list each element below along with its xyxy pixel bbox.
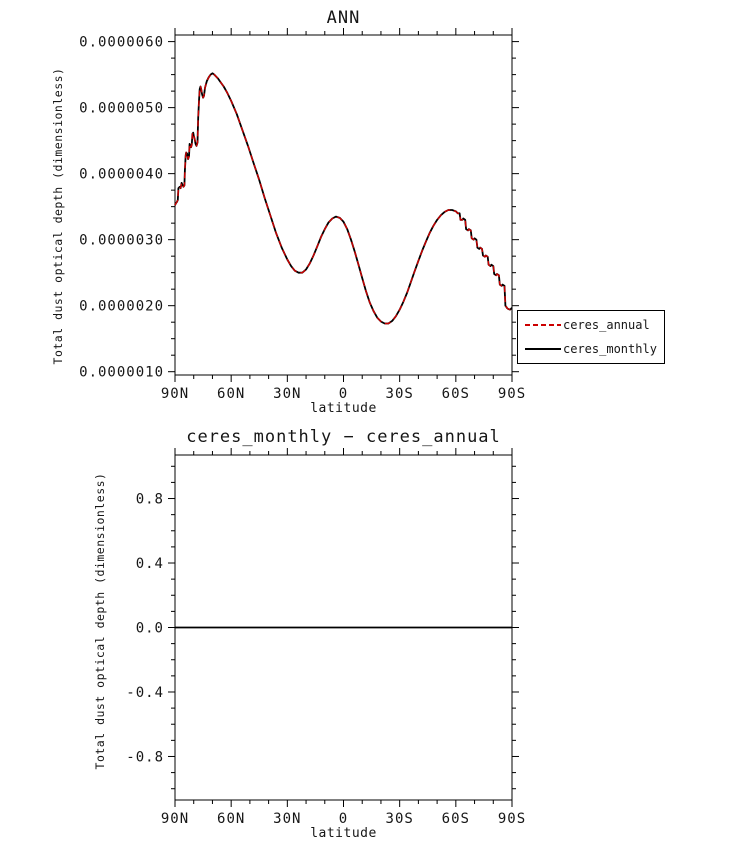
x-tick-label: 60N	[217, 386, 245, 402]
y-tick-label: 0.0000040	[79, 167, 164, 183]
y-tick-label: 0.0000050	[79, 101, 164, 117]
x-tick-label: 60N	[217, 811, 245, 827]
legend-label-ceres-monthly: ceres_monthly	[563, 342, 657, 356]
bottom-chart-y-axis-label: Total dust optical depth (dimensionless)	[93, 472, 107, 770]
legend-entry-ceres-monthly: ceres_monthly	[525, 342, 657, 356]
x-tick-label: 60S	[442, 386, 470, 402]
bottom-chart-title: ceres_monthly − ceres_annual	[186, 427, 501, 447]
dashed-line-sample-icon	[525, 324, 561, 326]
x-tick-label: 90N	[161, 811, 189, 827]
top-chart-title: ANN	[326, 8, 361, 28]
x-tick-label: 60S	[442, 811, 470, 827]
legend: ceres_annual ceres_monthly	[517, 310, 665, 364]
series-line-ceres_annual	[174, 72, 513, 325]
x-tick-label: 0	[339, 386, 348, 402]
y-tick-label: 0.0	[136, 621, 164, 637]
x-tick-label: 0	[339, 811, 348, 827]
y-tick-label: 0.0000010	[79, 365, 164, 381]
y-tick-label: 0.0000030	[79, 233, 164, 249]
y-tick-label: -0.8	[126, 749, 164, 765]
x-tick-label: 30N	[273, 386, 301, 402]
x-tick-label: 90N	[161, 386, 189, 402]
top-chart-x-axis-label: latitude	[310, 401, 377, 416]
x-tick-label: 30S	[386, 386, 414, 402]
solid-line-sample-icon	[525, 348, 561, 350]
y-tick-label: 0.0000020	[79, 299, 164, 315]
plot-box	[174, 34, 513, 376]
top-chart-y-axis-label: Total dust optical depth (dimensionless)	[51, 67, 65, 365]
x-tick-label: 30S	[386, 811, 414, 827]
y-tick-label: 0.4	[136, 556, 164, 572]
bottom-chart-x-axis-label: latitude	[310, 826, 377, 841]
top-chart-plot-area: 90N 60N 30N 0 30S 60S 90S 0.0000010 0.0000020 0.0…	[79, 28, 526, 402]
y-tick-label: 0.8	[136, 492, 164, 508]
y-tick-label: -0.4	[126, 685, 164, 701]
x-tick-label: 30N	[273, 811, 301, 827]
x-tick-label: 90S	[498, 811, 526, 827]
y-tick-label: 0.0000060	[79, 35, 164, 51]
legend-entry-ceres-annual: ceres_annual	[525, 318, 657, 332]
x-tick-label: 90S	[498, 386, 526, 402]
legend-label-ceres-annual: ceres_annual	[563, 318, 650, 332]
bottom-chart-plot-area: 90N 60N 30N 0 30S 60S 90S 0.8 0.4 0.0 -0.4 -0.8	[126, 448, 526, 827]
